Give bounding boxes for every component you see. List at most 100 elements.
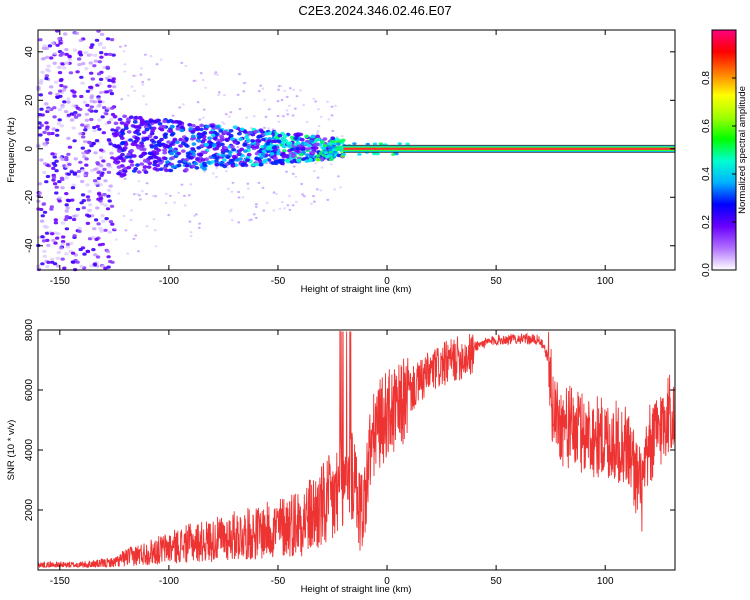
spectrogram-cell [139, 73, 143, 76]
spectrogram-cell [273, 148, 278, 152]
spectrogram-cell [305, 120, 309, 123]
spectrogram-cell [317, 125, 321, 128]
spectrogram-cell [69, 241, 74, 245]
spectrogram-cell [228, 115, 231, 118]
colorbar-tick-label: 0.2 [701, 215, 712, 229]
spectrogram-cell [173, 201, 177, 204]
spectrogram-cell [75, 174, 81, 178]
spectrogram-cell [304, 134, 309, 139]
spectrogram-cell [93, 218, 99, 222]
spectrogram-cell [61, 235, 66, 239]
spectrogram-cell [93, 182, 99, 186]
spectrogram-cell [96, 97, 102, 101]
spectrogram-cell [246, 182, 250, 185]
spectrogram-cell [97, 100, 103, 104]
spectrogram-cell [63, 61, 69, 65]
spectrogram-cell [101, 219, 106, 223]
spectrogram-cell [220, 148, 226, 153]
spectrogram-cell [202, 108, 206, 111]
spectrogram-cell [210, 133, 216, 138]
spectrogram-cell [106, 255, 111, 259]
spectrogram-cell [50, 131, 55, 136]
spectrogram-cell [126, 152, 132, 157]
spectrogram-cell [72, 94, 77, 98]
spectrogram-cell [200, 158, 206, 162]
spectrogram-cell [46, 107, 51, 111]
spectrogram-cell [288, 208, 292, 211]
spectrogram-cell [64, 48, 69, 52]
spectrogram-cell [78, 247, 83, 252]
spectrogram-cell [189, 234, 193, 238]
spectrogram-cell [158, 167, 164, 171]
spectrogram-cell [139, 144, 145, 148]
spectrogram-cell [93, 53, 98, 58]
spectrogram-cell [201, 138, 207, 142]
x-tick-label: 0 [384, 576, 390, 587]
spectrogram-cell [137, 180, 141, 183]
spectrogram-cell [70, 89, 75, 93]
spectrogram-cell [122, 114, 127, 119]
spectrogram-cell [52, 52, 57, 56]
spectrogram-cell [195, 157, 200, 162]
spectrogram-cell [319, 189, 323, 192]
spectrogram-cell [239, 127, 245, 132]
spectrogram-cell [50, 41, 55, 45]
spectrogram-cell [64, 52, 69, 56]
spectrogram-cell [230, 145, 235, 149]
spectrogram-cell [199, 123, 205, 128]
spectrogram-cell [119, 121, 125, 125]
spectrogram-cell [38, 133, 43, 137]
spectrogram-cell [228, 129, 234, 133]
spectrogram-cell [75, 207, 81, 211]
spectrogram-cell [106, 194, 111, 198]
spectrogram-cell [42, 210, 48, 214]
spectrogram-cell [249, 126, 253, 129]
spectrogram-cell [262, 209, 266, 212]
spectrogram-cell [280, 98, 284, 102]
spectrogram-cell [119, 174, 125, 178]
spectrogram-cell [230, 190, 234, 193]
spectrogram-cell [64, 176, 70, 180]
spectrogram-cell [116, 171, 121, 176]
snr-x-ticks: -150 -100 -50 0 50 100 [50, 330, 614, 587]
spectrogram-cell [170, 156, 175, 160]
spectrogram-cell [93, 151, 98, 155]
spectrogram-cell [326, 198, 330, 201]
spectrogram-cell [288, 87, 292, 90]
spectrogram-cell [64, 203, 69, 207]
spectrogram-cell [149, 55, 153, 58]
spectrogram-cell [83, 128, 88, 132]
spectrogram-cell [49, 205, 54, 209]
spectrogram-cell [84, 163, 89, 167]
spectrogram-cell [46, 260, 51, 264]
spectrogram-cell [188, 220, 192, 223]
spectrogram-cell [250, 163, 256, 167]
spectrogram-cell [290, 147, 295, 152]
spectrogram-cell [159, 137, 164, 142]
spectrogram-cell [49, 56, 54, 60]
spectrogram-cell [329, 139, 335, 144]
spectrogram-cell [187, 123, 193, 127]
snr-series-line [37, 331, 676, 569]
spectrogram-cell [53, 221, 59, 225]
spectrogram-cell [245, 158, 250, 162]
spectrogram-cell [110, 79, 116, 83]
spectrogram-cell [319, 140, 325, 144]
spectrogram-cell [257, 159, 263, 164]
spectrogram-cell [405, 142, 410, 146]
spectrogram-cell [276, 159, 282, 164]
spectrogram-cell [45, 174, 51, 179]
spectrogram-cell [191, 123, 196, 128]
spectrogram-cell [108, 184, 113, 188]
spectrogram-cell [129, 148, 135, 153]
spectrogram-cell [38, 38, 43, 42]
spectrogram-cell [99, 229, 104, 233]
spectrogram-cell [275, 192, 278, 195]
spectrogram-cell [139, 141, 145, 145]
spectrogram-cell [61, 88, 67, 92]
spectrogram-cell [117, 192, 121, 195]
spectrogram-cell [189, 231, 193, 234]
spectrogram-cell [104, 217, 109, 221]
spectrogram-cell [291, 172, 295, 175]
spectrogram-cell [118, 156, 124, 160]
